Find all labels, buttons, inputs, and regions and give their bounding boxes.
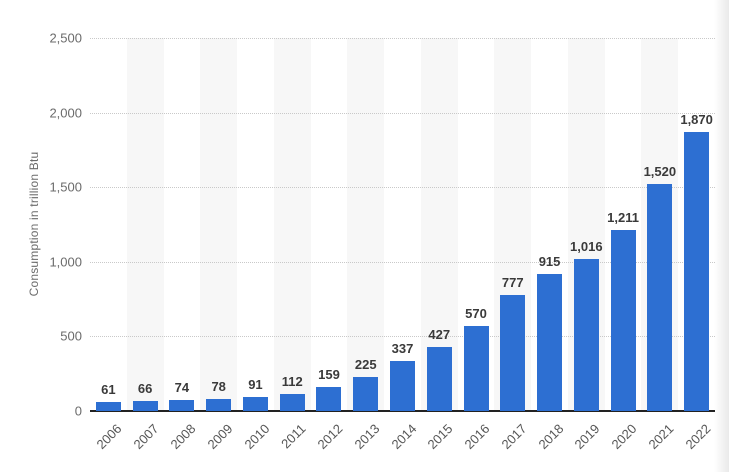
x-tick-label: 2015 <box>424 421 456 453</box>
bar-value-label: 1,520 <box>643 164 677 180</box>
y-tick-label: 0 <box>74 403 82 419</box>
x-tick-label: 2008 <box>167 421 199 453</box>
card-edge-shadow <box>714 0 729 472</box>
y-tick-label: 2,500 <box>49 30 82 46</box>
bar-2015[interactable] <box>426 347 452 411</box>
bar-2007[interactable] <box>132 401 158 411</box>
x-tick-label: 2007 <box>130 421 162 453</box>
x-tick-label: 2021 <box>645 421 677 453</box>
gridline <box>90 38 715 39</box>
bar-value-label: 61 <box>101 381 116 397</box>
y-tick-label: 500 <box>60 328 82 344</box>
column-stripe <box>273 38 311 411</box>
x-tick-label: 2014 <box>388 421 420 453</box>
bar-value-label: 91 <box>248 377 263 393</box>
bar-value-label: 1,870 <box>680 112 713 127</box>
bar-2013[interactable] <box>353 377 379 411</box>
bar-value-label: 1,211 <box>607 210 639 226</box>
bar-value-label: 427 <box>428 327 451 343</box>
x-tick-label: 2018 <box>535 421 567 453</box>
bar-value-label: 112 <box>281 374 303 390</box>
x-axis-baseline <box>90 410 715 412</box>
y-tick-label: 2,000 <box>49 105 82 121</box>
x-tick-label: 2013 <box>351 421 383 453</box>
bar-2021[interactable] <box>647 184 673 411</box>
bar-2008[interactable] <box>169 399 195 411</box>
bar-2011[interactable] <box>279 394 305 411</box>
bar-value-label: 78 <box>211 379 226 395</box>
bar-value-label: 570 <box>465 305 487 321</box>
plot-area: 61 66 74 78 91 112 159 225 337 427 570 777 915 1,016 1… <box>90 38 715 412</box>
column-stripe <box>347 38 385 411</box>
bar-2010[interactable] <box>242 397 268 411</box>
x-tick-label: 2020 <box>608 421 640 453</box>
y-axis-title: Consumption in trillion Btu <box>27 151 41 297</box>
bar-2022[interactable] <box>684 132 710 411</box>
gridline <box>90 261 715 263</box>
bar-value-label: 1,016 <box>570 239 603 255</box>
bar-value-label: 777 <box>501 275 524 291</box>
y-tick-label: 1,000 <box>49 254 82 270</box>
bar-2017[interactable] <box>500 295 526 411</box>
bar-2014[interactable] <box>390 360 415 411</box>
gridline <box>90 112 715 114</box>
x-tick-label: 2019 <box>571 421 603 453</box>
bar-value-label: 225 <box>354 357 377 373</box>
x-tick-label: 2022 <box>682 421 714 453</box>
bar-2019[interactable] <box>573 259 599 411</box>
bar-2018[interactable] <box>537 274 563 411</box>
x-tick-label: 2011 <box>278 421 309 452</box>
bar-2012[interactable] <box>316 387 342 411</box>
bar-2020[interactable] <box>610 230 636 411</box>
bar-value-label: 159 <box>318 367 340 383</box>
gridline <box>90 187 715 189</box>
bar-2016[interactable] <box>463 325 489 411</box>
gridline <box>90 336 715 338</box>
bar-value-label: 337 <box>391 340 414 356</box>
bar-value-label: 915 <box>538 254 561 270</box>
x-tick-label: 2017 <box>498 421 530 453</box>
column-stripe <box>126 38 164 411</box>
y-tick-label: 1,500 <box>49 179 82 195</box>
column-stripe <box>200 38 238 411</box>
bar-value-label: 74 <box>174 379 190 395</box>
bar-2009[interactable] <box>206 399 232 411</box>
x-tick-label: 2016 <box>461 421 493 453</box>
x-tick-label: 2012 <box>314 421 346 453</box>
bar-value-label: 66 <box>137 381 153 397</box>
x-tick-label: 2006 <box>93 421 125 453</box>
x-tick-label: 2010 <box>241 421 273 453</box>
bar-2006[interactable] <box>95 401 121 411</box>
x-tick-label: 2009 <box>204 421 236 453</box>
